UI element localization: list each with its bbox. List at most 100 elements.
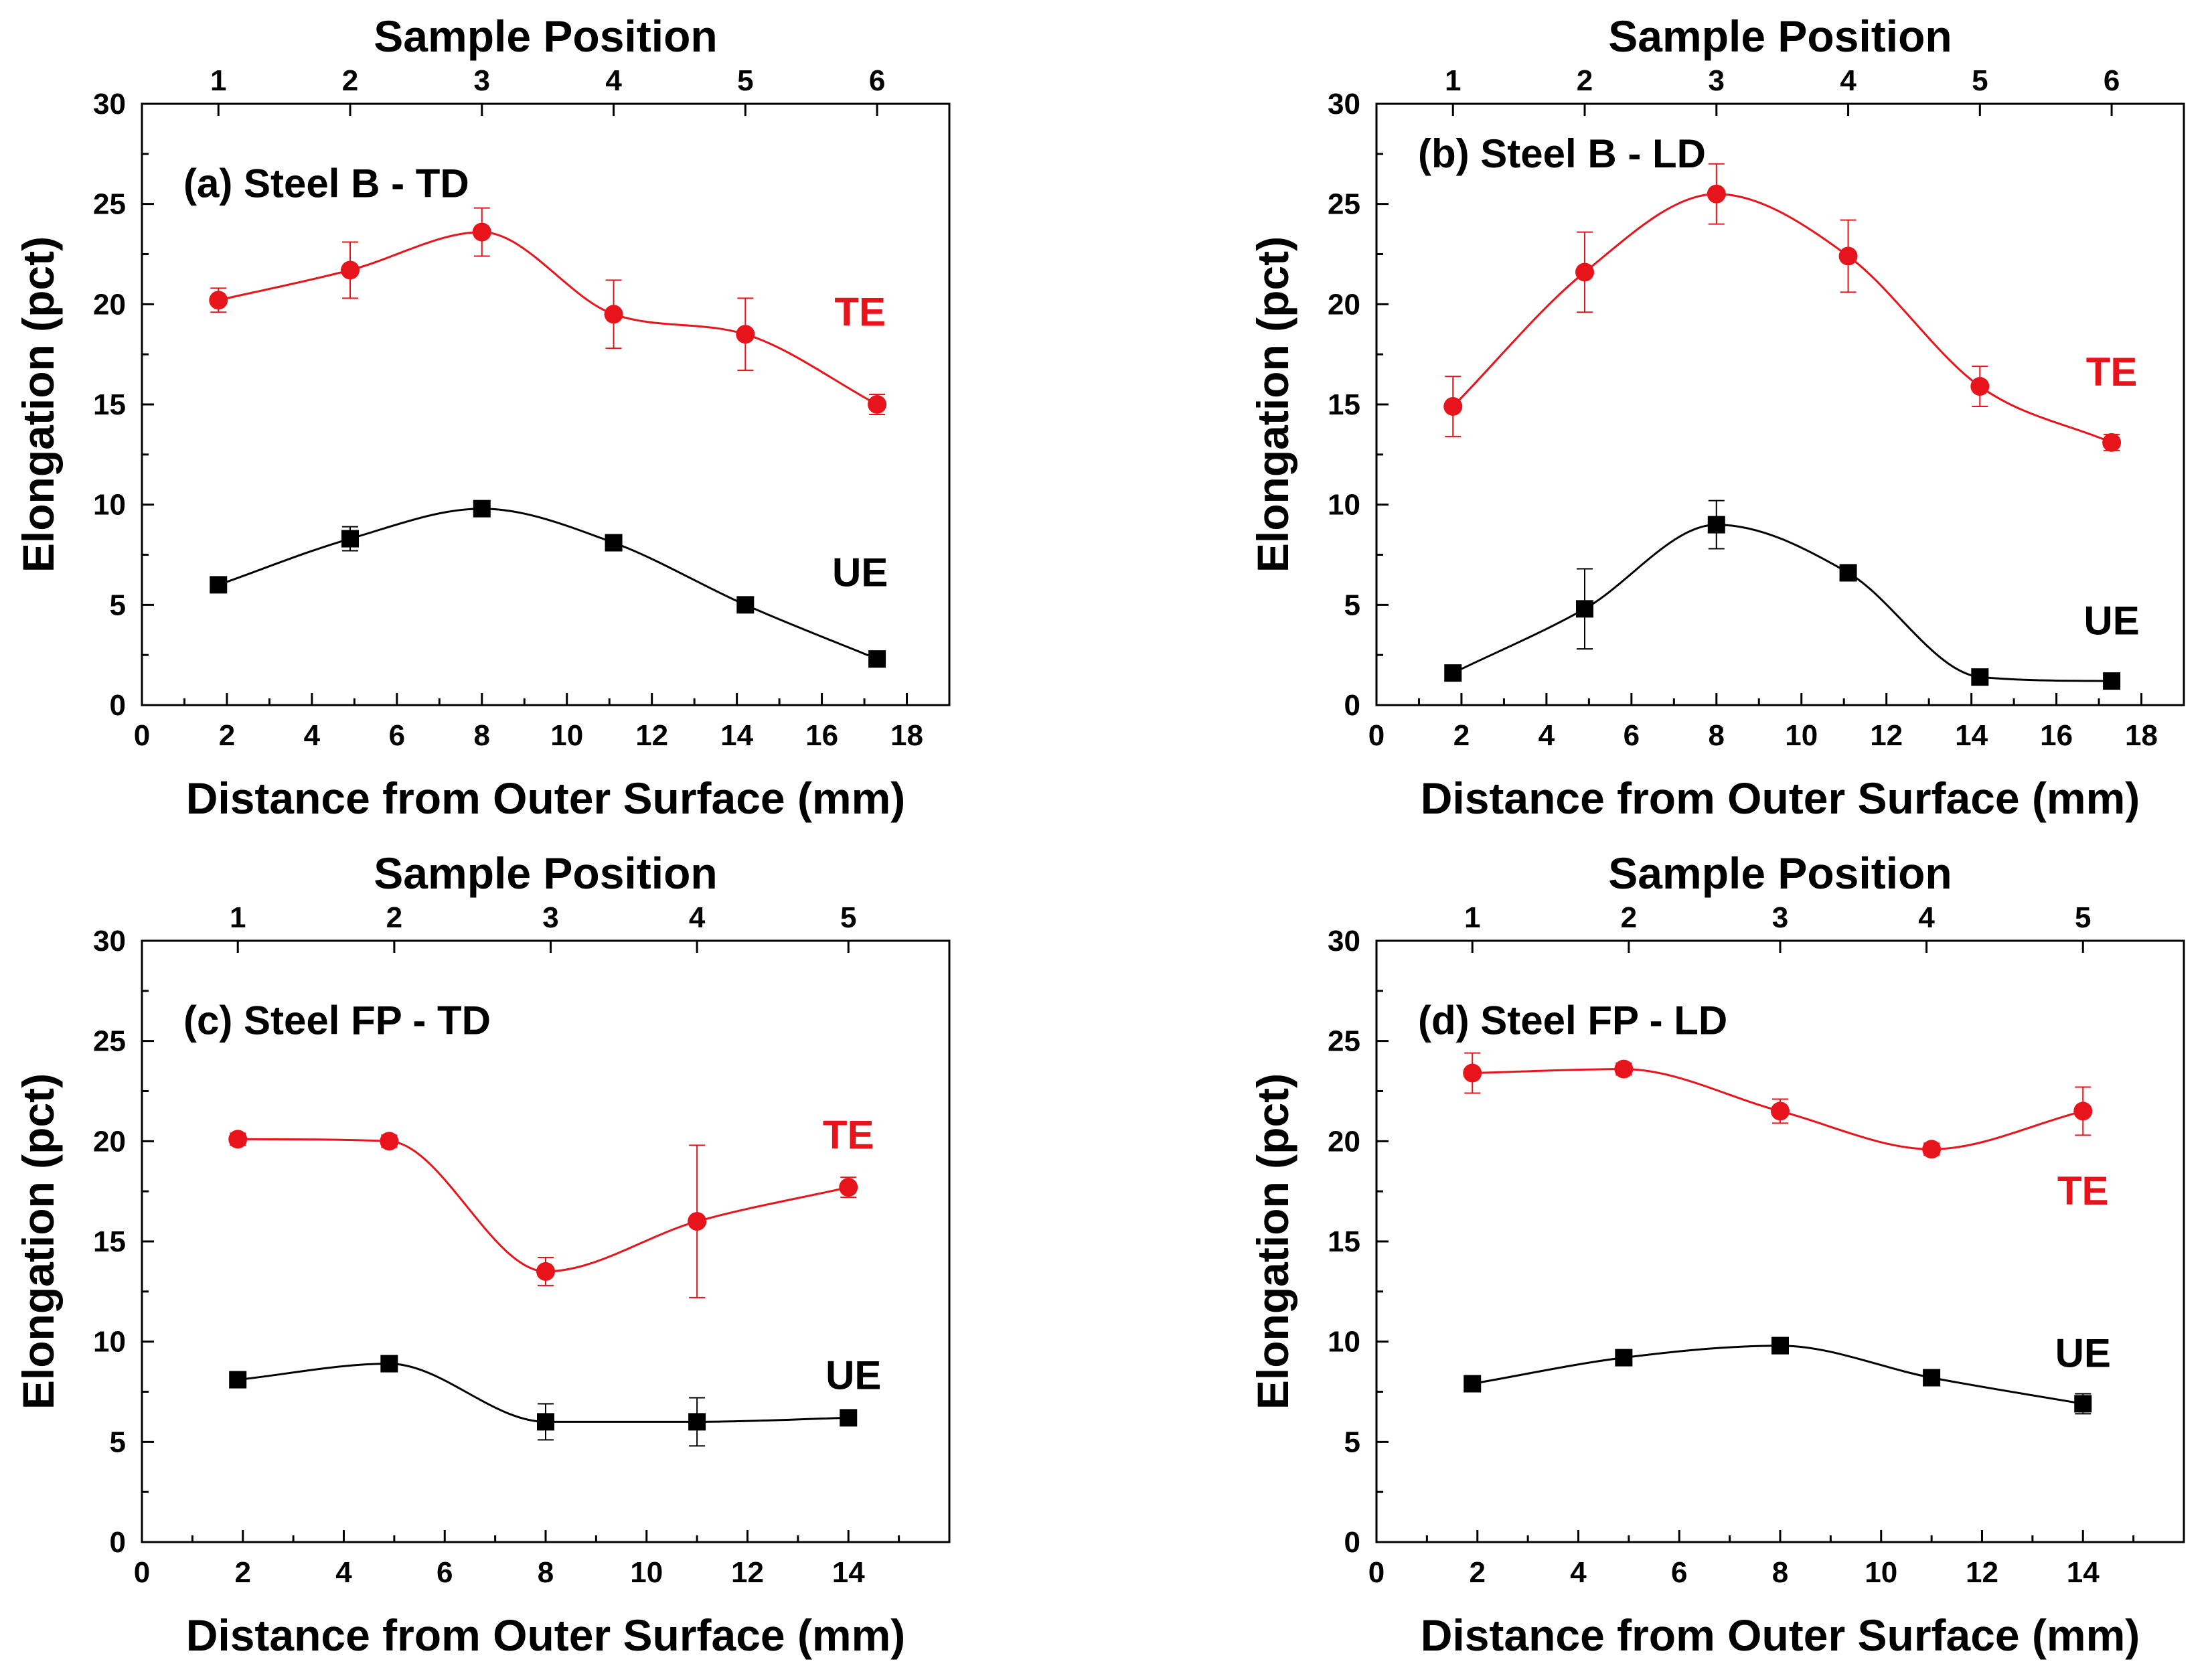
x-tick-label: 8 <box>1772 1556 1788 1589</box>
y-tick-label: 20 <box>93 1125 126 1158</box>
top-tick-label: 4 <box>689 901 706 934</box>
series-te: TE <box>1443 163 2137 452</box>
y-tick-label: 0 <box>110 1526 126 1559</box>
plot-frame <box>1375 102 2185 706</box>
panel-label: (b) Steel B - LD <box>1418 131 1706 176</box>
series-ue: UE <box>229 1353 881 1447</box>
x-tick-label: 12 <box>731 1556 764 1589</box>
y-tick-label: 15 <box>93 388 126 421</box>
y-tick-label: 25 <box>93 188 126 221</box>
data-point-circle <box>868 395 887 414</box>
data-point-circle <box>1614 1059 1634 1079</box>
data-point-square <box>473 500 491 518</box>
series-te: TE <box>209 207 887 415</box>
x-tick-label: 16 <box>805 719 838 752</box>
series-label: UE <box>2083 598 2139 643</box>
data-point-circle <box>2073 1101 2093 1121</box>
y-tick-label: 10 <box>93 1326 126 1359</box>
top-tick-label: 4 <box>605 64 622 97</box>
series-ue: UE <box>1464 1331 2111 1415</box>
x-tick-label: 6 <box>1671 1556 1687 1589</box>
x-tick-label: 2 <box>1453 719 1470 752</box>
top-axis-title: Sample Position <box>1608 11 1952 61</box>
top-tick-label: 5 <box>840 901 856 934</box>
panel-label: (a) Steel B - TD <box>183 161 469 206</box>
top-axis-title: Sample Position <box>374 848 717 898</box>
y-tick-label: 25 <box>93 1025 126 1058</box>
data-point-square <box>1923 1369 1941 1387</box>
top-tick-label: 1 <box>1445 64 1461 97</box>
series-te: TE <box>228 1112 874 1298</box>
data-point-circle <box>839 1178 858 1197</box>
y-tick-label: 25 <box>1328 1025 1360 1058</box>
x-tick-label: 6 <box>389 719 405 752</box>
data-point-circle <box>209 291 228 310</box>
data-point-circle <box>1463 1063 1482 1083</box>
series-ue: UE <box>210 500 888 668</box>
data-point-circle <box>536 1262 555 1281</box>
y-tick-label: 10 <box>93 489 126 522</box>
trend-line <box>1472 1345 2083 1405</box>
x-tick-label: 0 <box>134 719 150 752</box>
data-point-square <box>1839 564 1857 582</box>
x-tick-label: 10 <box>1785 719 1818 752</box>
y-tick-label: 30 <box>93 925 126 958</box>
data-point-square <box>537 1413 554 1431</box>
series-te: TE <box>1463 1052 2109 1213</box>
y-tick-label: 10 <box>1328 1326 1360 1359</box>
top-tick-label: 5 <box>2075 901 2091 934</box>
data-point-square <box>380 1355 398 1373</box>
data-point-circle <box>1707 184 1726 204</box>
x-tick-label: 18 <box>890 719 923 752</box>
y-tick-label: 20 <box>93 288 126 321</box>
y-tick-label: 0 <box>1344 689 1360 722</box>
y-tick-label: 0 <box>1344 1526 1360 1559</box>
data-point-square <box>1464 1375 1482 1393</box>
top-tick-label: 2 <box>386 901 402 934</box>
top-tick-label: 4 <box>1840 64 1857 97</box>
panel-label: (d) Steel FP - LD <box>1418 998 1727 1043</box>
top-tick-label: 3 <box>1709 64 1725 97</box>
data-point-circle <box>604 305 623 324</box>
data-point-circle <box>1838 246 1858 266</box>
x-tick-label: 2 <box>235 1556 251 1589</box>
data-point-circle <box>688 1212 707 1231</box>
y-axis-title: Elongation (pct) <box>13 236 63 572</box>
x-tick-label: 2 <box>219 719 235 752</box>
trend-line <box>218 508 878 660</box>
series-label: TE <box>2057 1168 2109 1213</box>
top-axis-title: Sample Position <box>1608 848 1952 898</box>
data-point-square <box>2103 672 2121 690</box>
data-point-circle <box>1922 1140 1942 1159</box>
y-tick-label: 15 <box>1328 388 1360 421</box>
data-point-square <box>688 1413 706 1431</box>
x-axis-title: Distance from Outer Surface (mm) <box>1421 773 2140 823</box>
x-tick-label: 12 <box>1966 1556 1998 1589</box>
y-tick-label: 30 <box>93 88 126 121</box>
y-tick-label: 5 <box>110 589 126 621</box>
data-point-square <box>2074 1395 2092 1413</box>
x-tick-label: 0 <box>1368 719 1385 752</box>
data-point-square <box>1615 1349 1633 1367</box>
y-tick-label: 30 <box>1328 925 1360 958</box>
data-point-circle <box>341 260 360 280</box>
top-tick-label: 2 <box>1577 64 1593 97</box>
y-tick-label: 25 <box>1328 188 1360 221</box>
series-label: TE <box>834 289 886 334</box>
x-tick-label: 10 <box>630 1556 663 1589</box>
top-tick-label: 3 <box>542 901 558 934</box>
top-tick-label: 2 <box>1621 901 1637 934</box>
x-tick-label: 14 <box>832 1556 865 1589</box>
data-point-square <box>840 1409 858 1427</box>
x-tick-label: 4 <box>304 719 321 752</box>
data-point-square <box>736 596 755 614</box>
trend-line <box>218 231 878 406</box>
x-tick-label: 4 <box>335 1556 352 1589</box>
x-tick-label: 8 <box>474 719 490 752</box>
x-tick-label: 0 <box>134 1556 150 1589</box>
data-point-circle <box>228 1130 248 1149</box>
